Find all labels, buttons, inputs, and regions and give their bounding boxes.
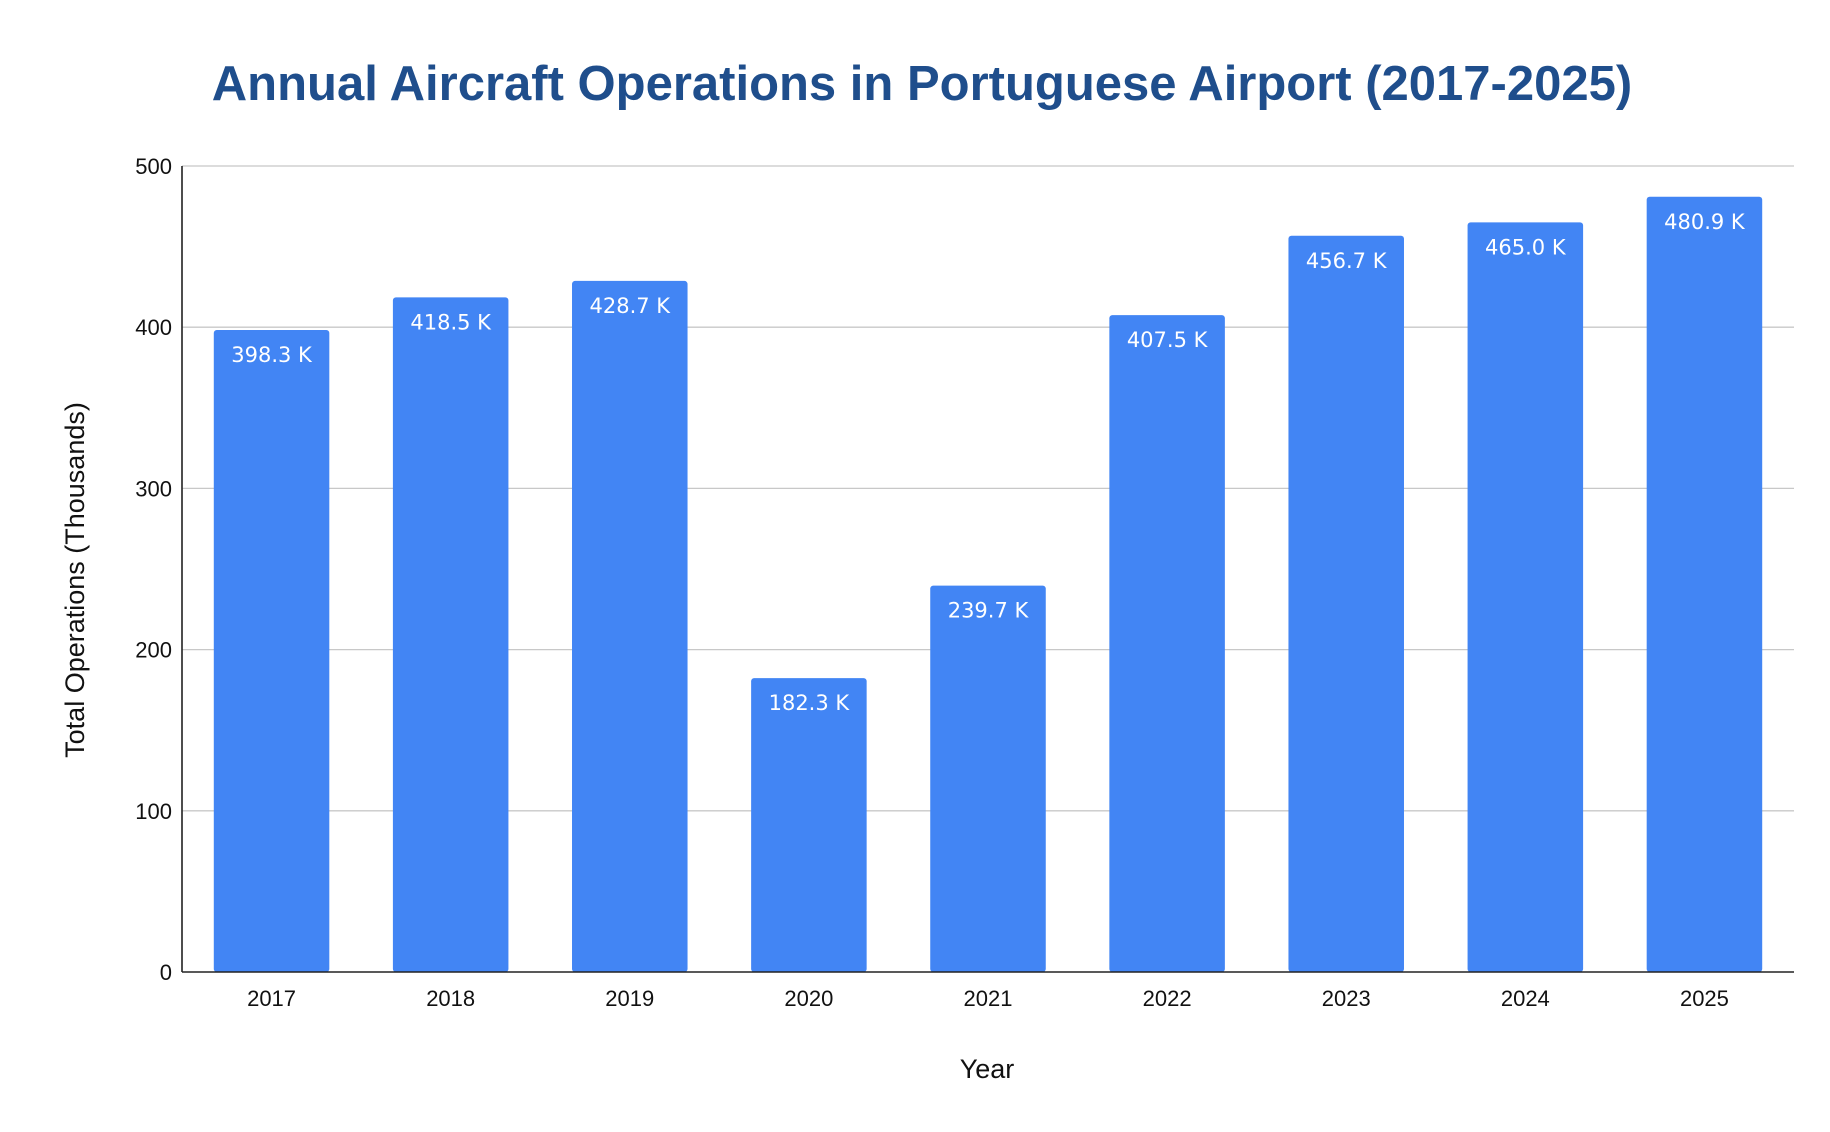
bar-2021	[930, 585, 1046, 972]
x-tick-label: 2020	[784, 986, 833, 1011]
x-tick-label: 2017	[247, 986, 296, 1011]
bar-2019	[572, 280, 688, 972]
x-tick-label: 2018	[426, 986, 475, 1011]
bar-2017	[213, 329, 330, 972]
bars	[213, 196, 1763, 973]
bar-2022	[1109, 315, 1225, 972]
chart-title: Annual Aircraft Operations in Portuguese…	[212, 57, 1632, 111]
data-label: 465.0 K	[1485, 235, 1567, 259]
data-label: 239.7 K	[948, 599, 1030, 623]
bar-2024	[1467, 222, 1584, 973]
y-tick-label: 500	[135, 154, 172, 179]
y-axis-ticks: 0 100 200 300 400 500	[135, 154, 172, 985]
x-tick-label: 2025	[1680, 986, 1729, 1011]
y-axis-label: Total Operations (Thousands)	[60, 402, 90, 758]
bar-2020	[751, 678, 867, 972]
x-tick-label: 2024	[1501, 986, 1550, 1011]
data-label: 428.7 K	[589, 294, 671, 318]
x-axis-label: Year	[960, 1054, 1015, 1084]
x-tick-label: 2019	[605, 986, 654, 1011]
y-tick-label: 400	[135, 315, 172, 340]
y-tick-label: 200	[135, 638, 172, 663]
y-tick-label: 0	[160, 960, 172, 985]
data-label: 398.3 K	[231, 343, 313, 367]
bar-2025	[1646, 196, 1763, 973]
bar-2023	[1288, 235, 1404, 972]
y-tick-label: 100	[135, 799, 172, 824]
data-label: 182.3 K	[769, 691, 851, 715]
data-label: 456.7 K	[1306, 249, 1388, 273]
y-tick-label: 300	[135, 476, 172, 501]
x-axis-ticks: 2017 2018 2019 2020 2021 2022 2023 2024 2025	[247, 986, 1729, 1011]
data-label: 480.9 K	[1664, 210, 1746, 234]
bar-2018	[392, 297, 509, 972]
data-label: 407.5 K	[1127, 328, 1209, 352]
data-labels: 398.3 K 418.5 K 428.7 K 182.3 K 239.7 K 407.5…	[231, 210, 1746, 715]
x-tick-label: 2022	[1143, 986, 1192, 1011]
data-label: 418.5 K	[410, 310, 492, 334]
x-tick-label: 2021	[964, 986, 1013, 1011]
x-tick-label: 2023	[1322, 986, 1371, 1011]
